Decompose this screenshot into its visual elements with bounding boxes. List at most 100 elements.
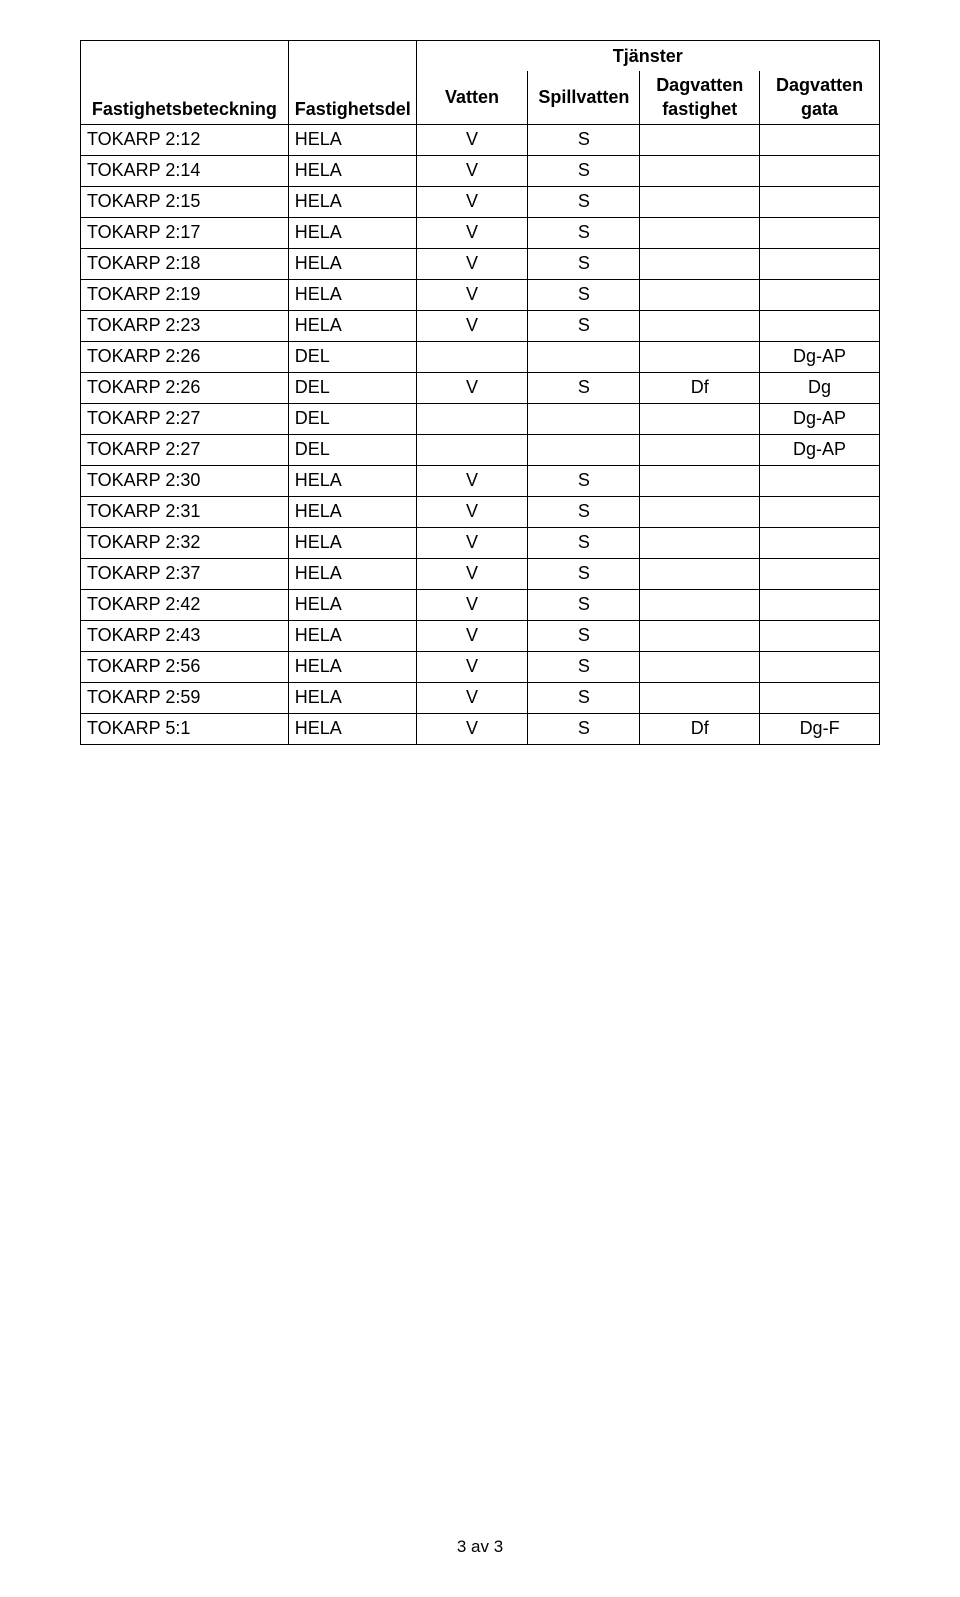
cell-fastighetsbeteckning: TOKARP 2:56	[81, 651, 289, 682]
cell-dagvatten-gata	[760, 155, 880, 186]
cell-dagvatten-fastighet	[640, 403, 760, 434]
cell-dagvatten-fastighet	[640, 279, 760, 310]
cell-dagvatten-gata: Dg	[760, 372, 880, 403]
cell-dagvatten-gata	[760, 124, 880, 155]
cell-dagvatten-gata	[760, 651, 880, 682]
cell-dagvatten-fastighet	[640, 186, 760, 217]
cell-vatten: V	[416, 620, 528, 651]
table-row: TOKARP 2:27DELDg-AP	[81, 403, 880, 434]
cell-fastighetsdel: HELA	[288, 217, 416, 248]
cell-fastighetsbeteckning: TOKARP 2:19	[81, 279, 289, 310]
cell-fastighetsdel: HELA	[288, 713, 416, 744]
cell-spillvatten: S	[528, 248, 640, 279]
cell-dagvatten-fastighet	[640, 589, 760, 620]
cell-fastighetsbeteckning: TOKARP 2:15	[81, 186, 289, 217]
table-row: TOKARP 2:42HELAVS	[81, 589, 880, 620]
cell-spillvatten: S	[528, 186, 640, 217]
cell-dagvatten-fastighet	[640, 155, 760, 186]
col-header-spillvatten: Spillvatten	[528, 71, 640, 124]
table-row: TOKARP 2:17HELAVS	[81, 217, 880, 248]
cell-dagvatten-fastighet	[640, 620, 760, 651]
cell-vatten: V	[416, 248, 528, 279]
cell-spillvatten: S	[528, 496, 640, 527]
cell-fastighetsdel: HELA	[288, 186, 416, 217]
services-table: Fastighetsbeteckning Fastighetsdel Tjäns…	[80, 40, 880, 745]
cell-fastighetsbeteckning: TOKARP 2:30	[81, 465, 289, 496]
cell-spillvatten: S	[528, 310, 640, 341]
cell-dagvatten-gata: Dg-AP	[760, 403, 880, 434]
cell-fastighetsdel: HELA	[288, 527, 416, 558]
col-header-spillvatten-text: Spillvatten	[538, 87, 629, 107]
cell-dagvatten-gata	[760, 279, 880, 310]
table-row: TOKARP 2:23HELAVS	[81, 310, 880, 341]
cell-dagvatten-fastighet	[640, 558, 760, 589]
cell-spillvatten: S	[528, 713, 640, 744]
cell-dagvatten-gata	[760, 310, 880, 341]
cell-fastighetsbeteckning: TOKARP 2:26	[81, 372, 289, 403]
cell-vatten: V	[416, 713, 528, 744]
cell-fastighetsdel: HELA	[288, 620, 416, 651]
cell-dagvatten-fastighet	[640, 682, 760, 713]
cell-spillvatten: S	[528, 279, 640, 310]
cell-spillvatten: S	[528, 682, 640, 713]
cell-fastighetsbeteckning: TOKARP 2:27	[81, 434, 289, 465]
table-row: TOKARP 2:18HELAVS	[81, 248, 880, 279]
cell-vatten	[416, 434, 528, 465]
cell-dagvatten-fastighet	[640, 310, 760, 341]
cell-fastighetsdel: HELA	[288, 558, 416, 589]
cell-dagvatten-gata	[760, 527, 880, 558]
cell-fastighetsbeteckning: TOKARP 2:59	[81, 682, 289, 713]
table-row: TOKARP 2:26DELVSDfDg	[81, 372, 880, 403]
cell-spillvatten: S	[528, 527, 640, 558]
cell-vatten: V	[416, 186, 528, 217]
cell-dagvatten-gata	[760, 186, 880, 217]
cell-dagvatten-fastighet	[640, 465, 760, 496]
table-header: Fastighetsbeteckning Fastighetsdel Tjäns…	[81, 41, 880, 125]
cell-dagvatten-gata: Dg-AP	[760, 341, 880, 372]
cell-vatten: V	[416, 589, 528, 620]
cell-spillvatten	[528, 403, 640, 434]
table-row: TOKARP 2:26DELDg-AP	[81, 341, 880, 372]
cell-dagvatten-fastighet	[640, 496, 760, 527]
cell-fastighetsbeteckning: TOKARP 2:18	[81, 248, 289, 279]
table-row: TOKARP 2:31HELAVS	[81, 496, 880, 527]
cell-dagvatten-fastighet	[640, 341, 760, 372]
cell-fastighetsdel: HELA	[288, 496, 416, 527]
col-header-fastighetsbeteckning: Fastighetsbeteckning	[81, 41, 289, 125]
cell-fastighetsbeteckning: TOKARP 2:14	[81, 155, 289, 186]
cell-fastighetsbeteckning: TOKARP 2:12	[81, 124, 289, 155]
cell-fastighetsbeteckning: TOKARP 2:37	[81, 558, 289, 589]
cell-spillvatten: S	[528, 589, 640, 620]
cell-vatten: V	[416, 558, 528, 589]
cell-dagvatten-gata	[760, 217, 880, 248]
table-row: TOKARP 2:30HELAVS	[81, 465, 880, 496]
table-row: TOKARP 2:19HELAVS	[81, 279, 880, 310]
cell-vatten: V	[416, 310, 528, 341]
table-body: TOKARP 2:12HELAVSTOKARP 2:14HELAVSTOKARP…	[81, 124, 880, 744]
cell-dagvatten-gata	[760, 682, 880, 713]
cell-fastighetsdel: HELA	[288, 248, 416, 279]
cell-spillvatten: S	[528, 372, 640, 403]
table-row: TOKARP 2:56HELAVS	[81, 651, 880, 682]
cell-dagvatten-gata: Dg-F	[760, 713, 880, 744]
cell-fastighetsbeteckning: TOKARP 2:26	[81, 341, 289, 372]
cell-vatten: V	[416, 279, 528, 310]
cell-dagvatten-gata	[760, 465, 880, 496]
cell-spillvatten	[528, 434, 640, 465]
table-row: TOKARP 2:12HELAVS	[81, 124, 880, 155]
cell-dagvatten-fastighet	[640, 124, 760, 155]
cell-vatten: V	[416, 682, 528, 713]
col-header-vatten-text: Vatten	[445, 87, 499, 107]
cell-vatten: V	[416, 155, 528, 186]
cell-fastighetsbeteckning: TOKARP 2:17	[81, 217, 289, 248]
table-row: TOKARP 2:15HELAVS	[81, 186, 880, 217]
cell-spillvatten: S	[528, 558, 640, 589]
cell-vatten: V	[416, 124, 528, 155]
col-header-df-l1: Dagvatten	[656, 75, 743, 95]
cell-dagvatten-gata	[760, 248, 880, 279]
cell-fastighetsdel: HELA	[288, 682, 416, 713]
table-row: TOKARP 2:59HELAVS	[81, 682, 880, 713]
cell-dagvatten-gata	[760, 589, 880, 620]
cell-dagvatten-gata	[760, 496, 880, 527]
cell-fastighetsdel: HELA	[288, 651, 416, 682]
